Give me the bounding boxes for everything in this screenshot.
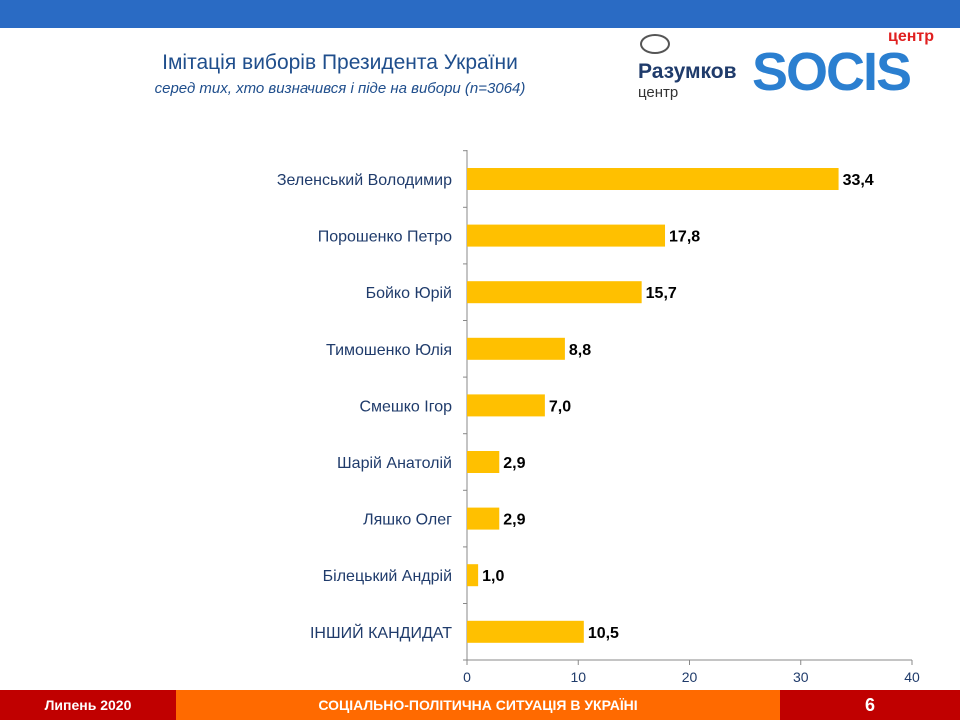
data-label: 17,8 [669,229,700,246]
category-label: Тимошенко Юлія [326,342,452,359]
data-label: 15,7 [646,285,677,302]
data-label: 10,5 [588,625,619,642]
x-tick-label: 30 [793,669,809,685]
globe-icon [640,34,670,54]
data-label: 8,8 [569,342,591,359]
data-label: 2,9 [503,512,525,529]
page-title: Імітація виборів Президента України [162,51,518,74]
category-label: Зеленський Володимир [277,172,452,189]
data-label: 1,0 [482,568,504,585]
x-tick-label: 40 [904,669,920,685]
x-tick-label: 10 [570,669,586,685]
top-bar [0,0,960,28]
x-tick-label: 0 [463,669,471,685]
category-label: Ляшко Олег [363,512,452,529]
razumkov-logo: Разумков центр [638,34,744,101]
socis-sub: центр [888,28,935,45]
category-label: Порошенко Петро [318,229,452,246]
data-label: 2,9 [503,455,525,472]
page-number: 6 [780,690,960,720]
page-subtitle: серед тих, хто визначився і піде на вибо… [154,80,526,97]
data-label: 33,4 [843,172,874,189]
bar [467,281,642,304]
bar [467,620,584,643]
bar [467,337,565,360]
bar [467,507,500,530]
footer-topic: СОЦІАЛЬНО-ПОЛІТИЧНА СИТУАЦІЯ В УКРАЇНІ [176,690,780,720]
category-label: Смешко Ігор [359,398,452,415]
bar [467,451,500,473]
razumkov-sub: центр [638,84,679,101]
socis-logo: SOCIS [752,42,912,102]
bar [467,168,839,190]
category-label: ІНШИЙ КАНДИДАТ [310,623,452,642]
bar [467,564,479,587]
bar [467,394,545,417]
x-tick-label: 20 [682,669,698,685]
footer-date: Липень 2020 [0,690,176,720]
bar-chart: Зеленський Володимир 33,4 Порошенко Петро 1… [277,150,920,685]
category-label: Шарій Анатолій [337,455,452,472]
razumkov-name: Разумков [638,60,737,83]
category-label: Бойко Юрій [366,285,452,302]
bar [467,224,666,247]
category-label: Білецький Андрій [323,568,452,585]
data-label: 7,0 [549,398,571,415]
